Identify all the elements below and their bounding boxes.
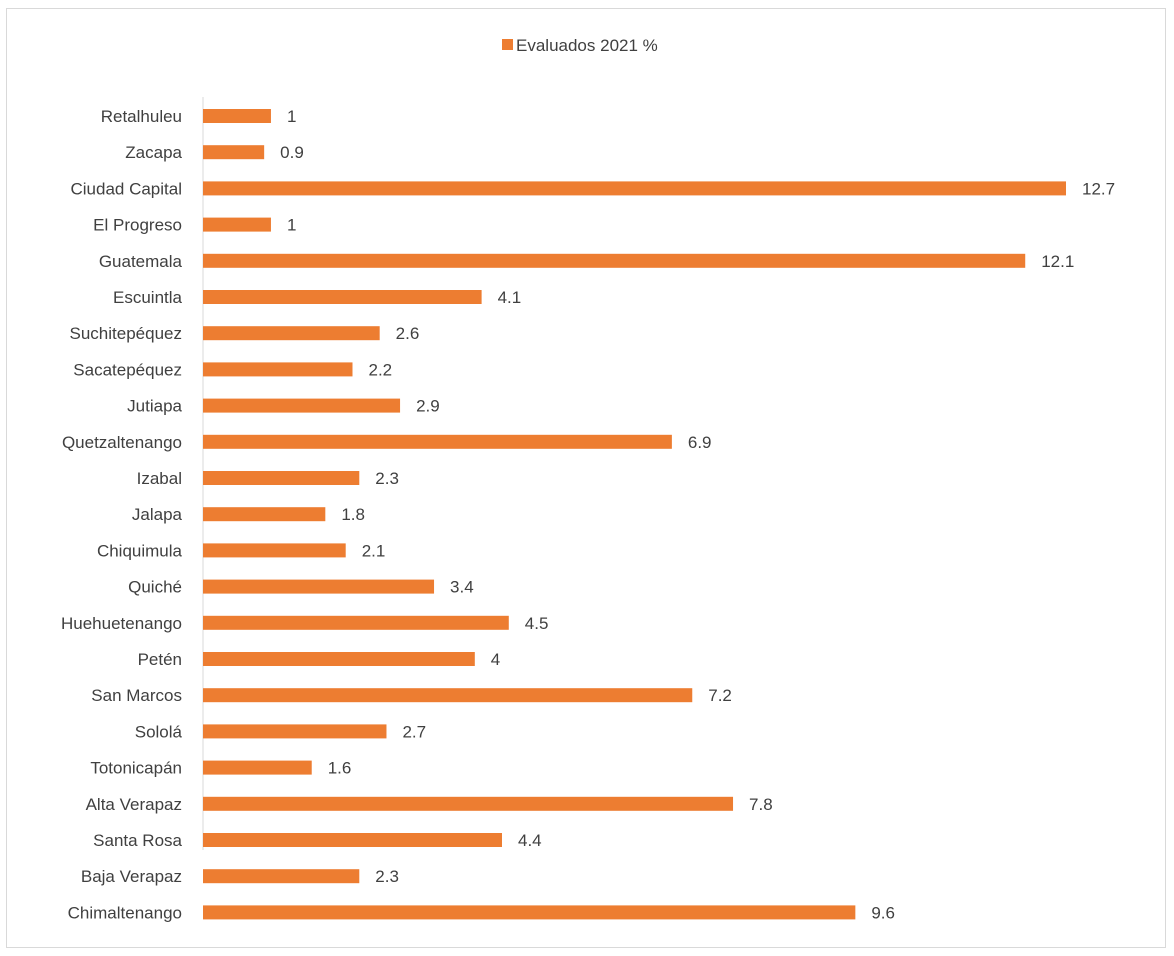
category-label: Totonicapán [90,759,182,778]
bar [203,398,401,413]
bar [203,217,271,232]
category-label: Santa Rosa [93,831,182,850]
category-label: Ciudad Capital [70,179,182,198]
bar [203,833,502,847]
bar [203,579,435,594]
category-label: San Marcos [91,686,182,705]
category-label: Chiquimula [97,541,183,560]
bar [203,796,734,811]
bar [203,471,360,485]
category-label: Jutiapa [127,397,182,416]
data-label: 12.1 [1041,252,1074,271]
category-label: Sololá [135,722,183,741]
bar [203,109,271,123]
legend-swatch [502,39,513,50]
data-label: 2.9 [416,397,440,416]
data-label: 2.7 [402,722,426,741]
bar [203,253,1026,268]
data-label: 3.4 [450,578,474,597]
data-label: 4.4 [518,831,542,850]
category-label: Zacapa [125,143,182,162]
chart-frame [6,8,1166,948]
data-label: 2.3 [375,867,399,886]
legend-label: Evaluados 2021 % [516,36,658,55]
data-label: 6.9 [688,433,712,452]
category-label: Alta Verapaz [86,795,182,814]
category-label: Jalapa [132,505,183,524]
category-label: Sacatepéquez [73,360,182,379]
bar [203,145,265,160]
bar [203,724,387,739]
data-label: 4 [491,650,500,669]
data-label: 2.3 [375,469,399,488]
bar [203,869,360,884]
data-label: 1 [287,107,296,126]
category-label: Huehuetenango [61,614,182,633]
data-label: 2.1 [362,541,386,560]
bar [203,615,509,630]
data-label: 4.1 [498,288,522,307]
category-label: Quiché [128,578,182,597]
category-label: Escuintla [113,288,183,307]
bar [203,652,475,666]
data-label: 2.2 [368,360,392,379]
category-label: Petén [138,650,182,669]
category-label: Retalhuleu [101,107,182,126]
bar [203,905,856,920]
data-label: 0.9 [280,143,304,162]
data-label: 7.8 [749,795,773,814]
category-label: Chimaltenango [68,903,182,922]
data-label: 4.5 [525,614,549,633]
bar [203,181,1066,196]
category-label: Quetzaltenango [62,433,182,452]
value-labels: 1 0.9 12.7 1 12.1 4.1 2.62.2 2.9 6.9 2.3 1.8 2.1 3.4… [280,107,1115,922]
bar [203,760,312,775]
bar [203,507,326,522]
bars [203,109,1066,920]
category-label: Izabal [137,469,182,488]
bar [203,434,672,449]
data-label: 1.6 [328,759,352,778]
bar [203,290,482,304]
category-labels: Retalhuleu Zacapa Ciudad Capital El Progres… [61,107,183,922]
category-label: El Progreso [93,216,182,235]
data-label: 1.8 [341,505,365,524]
category-label: Guatemala [99,252,183,271]
data-label: 2.6 [396,324,420,343]
data-label: 7.2 [708,686,732,705]
data-label: 12.7 [1082,179,1115,198]
category-label: Baja Verapaz [81,867,182,886]
bar [203,543,346,558]
bar [203,362,353,377]
bar [203,326,380,341]
data-label: 9.6 [871,903,895,922]
legend: Evaluados 2021 % [502,36,658,55]
data-label: 1 [287,216,296,235]
bar [203,688,693,703]
category-label: Suchitepéquez [70,324,182,343]
